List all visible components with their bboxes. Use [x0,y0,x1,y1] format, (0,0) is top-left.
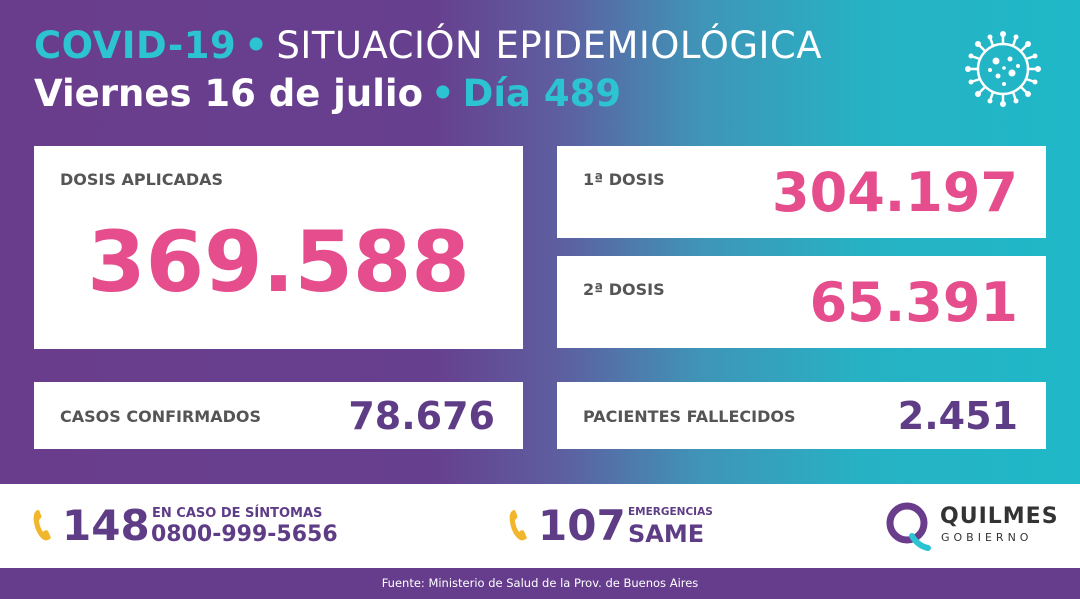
card-pacientes-fallecidos: PACIENTES FALLECIDOS 2.451 [557,382,1046,449]
header: COVID-19 • SITUACIÓN EPIDEMIOLÓGICA Vierne… [34,22,822,118]
pacientes-fallecidos-value: 2.451 [897,394,1018,438]
day-separator: • [431,72,455,115]
title-separator: • [244,24,269,67]
dosis-aplicadas-value: 369.588 [87,213,470,311]
title-line: COVID-19 • SITUACIÓN EPIDEMIOLÓGICA [34,22,822,70]
hotline-107-caption: EMERGENCIAS [628,506,713,518]
title-text: SITUACIÓN EPIDEMIOLÓGICA [276,24,823,67]
primera-dosis-value: 304.197 [772,161,1018,224]
hotline-107-service: SAME [628,520,705,548]
phone-icon [509,510,527,541]
card-dosis-aplicadas: DOSIS APLICADAS 369.588 [34,146,523,349]
hotline-107-number: 107 [538,501,626,550]
title-highlight: COVID-19 [34,24,237,67]
card-casos-confirmados: CASOS CONFIRMADOS 78.676 [34,382,523,449]
footer: 148 EN CASO DE SÍNTOMAS 0800-999-5656 10… [0,484,1080,568]
day-counter: Día 489 [462,72,622,115]
primera-dosis-label: 1ª DOSIS [583,170,665,189]
hotline-148-caption: EN CASO DE SÍNTOMAS [152,506,323,521]
virus-icon [965,31,1041,107]
phone-icon [33,510,51,541]
quilmes-logo-icon [886,502,931,551]
hotline-148-number: 148 [62,501,150,550]
card-primera-dosis: 1ª DOSIS 304.197 [557,146,1046,238]
hotline-148-phone: 0800-999-5656 [151,522,338,547]
brand-name: QUILMES [940,504,1059,529]
pacientes-fallecidos-label: PACIENTES FALLECIDOS [583,407,796,426]
brand-sub: GOBIERNO [941,531,1033,544]
segunda-dosis-label: 2ª DOSIS [583,280,665,299]
source-note: Fuente: Ministerio de Salud de la Prov. … [0,568,1080,599]
date-line: Viernes 16 de julio • Día 489 [34,70,822,118]
casos-confirmados-value: 78.676 [348,394,495,438]
date-text: Viernes 16 de julio [34,72,423,115]
segunda-dosis-value: 65.391 [809,271,1018,334]
card-segunda-dosis: 2ª DOSIS 65.391 [557,256,1046,348]
casos-confirmados-label: CASOS CONFIRMADOS [60,407,261,426]
dosis-aplicadas-label: DOSIS APLICADAS [60,170,224,189]
